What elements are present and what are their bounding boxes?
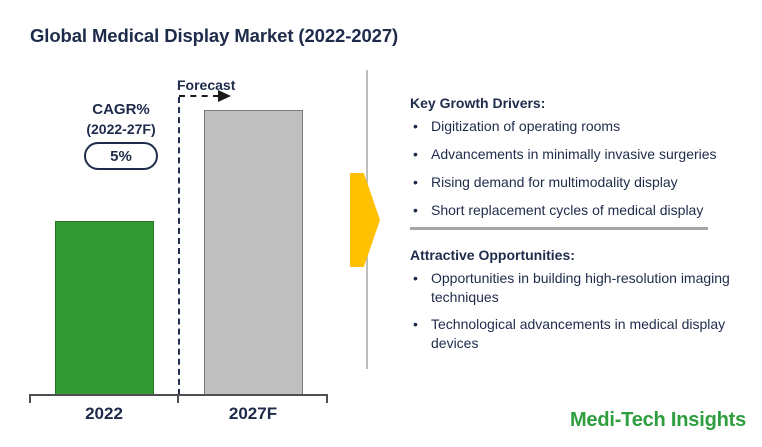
list-item: Advancements in minimally invasive surge… [410,145,755,163]
opportunities-list: Opportunities in building high-resolutio… [410,269,755,361]
bar-2027f [204,110,303,396]
cagr-value-badge: 5% [84,142,158,170]
growth-drivers-heading: Key Growth Drivers: [410,95,546,111]
growth-drivers-list: Digitization of operating rooms Advancem… [410,117,755,229]
list-item: Digitization of operating rooms [410,117,755,135]
page-title: Global Medical Display Market (2022-2027… [30,25,399,46]
list-item: Technological advancements in medical di… [410,315,755,353]
x-tick-label-2022: 2022 [85,404,123,423]
x-axis-tick [326,394,328,403]
list-item: Opportunities in building high-resolutio… [410,269,755,307]
x-axis-tick [29,394,31,403]
x-tick-label-2027f: 2027F [228,404,278,423]
cagr-period: (2022-27F) [86,121,156,137]
gold-right-arrow-icon [350,173,380,267]
forecast-dashed-arrow-line [179,95,219,97]
forecast-dashed-divider [178,97,180,395]
x-axis-tick [177,394,179,403]
section-divider-line [410,227,708,230]
forecast-arrowhead-icon [218,90,231,102]
forecast-label: Forecast [177,77,236,93]
cagr-label: CAGR% [92,101,150,118]
list-item: Short replacement cycles of medical disp… [410,201,755,219]
list-item: Rising demand for multimodality display [410,173,755,191]
medi-tech-insights-logo: Medi-Tech Insights [569,409,746,431]
bar-2022 [55,221,154,396]
opportunities-heading: Attractive Opportunities: [410,247,575,263]
cagr-value: 5% [110,147,132,165]
